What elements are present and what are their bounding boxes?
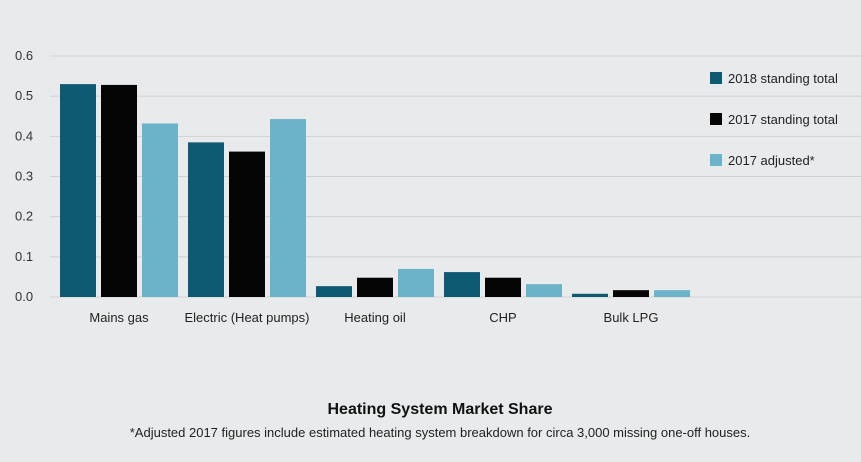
- y-tick-label: 0.3: [15, 169, 33, 184]
- bar-1-series-1: [60, 84, 96, 297]
- bar-4-series-2: [485, 277, 521, 297]
- bar-3-series-3: [398, 268, 434, 297]
- x-category-label: Electric (Heat pumps): [185, 310, 310, 325]
- y-tick-label: 0.6: [15, 48, 33, 63]
- legend-label-3: 2017 adjusted*: [728, 153, 815, 168]
- x-category-label: Heating oil: [344, 310, 406, 325]
- legend-swatch-1: [710, 72, 722, 84]
- y-axis-tick-labels: 0.0 0.1 0.2 0.3 0.4 0.5 0.6: [15, 48, 33, 304]
- legend-label-1: 2018 standing total: [728, 71, 838, 86]
- x-axis-category-labels: Mains gas Electric (Heat pumps) Heating oi…: [89, 310, 658, 325]
- x-category-label: Mains gas: [89, 310, 149, 325]
- y-tick-label: 0.4: [15, 128, 33, 143]
- x-category-label: Bulk LPG: [604, 310, 659, 325]
- bar-1-series-2: [101, 84, 137, 297]
- bar-5-series-3: [654, 290, 690, 297]
- bar-3-series-2: [357, 277, 393, 297]
- bar-4-series-3: [526, 284, 562, 297]
- bar-5-series-2: [613, 290, 649, 297]
- bar-5-series-1: [572, 293, 608, 297]
- gridlines: [50, 55, 861, 298]
- legend-swatch-2: [710, 113, 722, 125]
- bars: [60, 84, 690, 297]
- bar-2-series-3: [270, 119, 306, 297]
- chart-title: Heating System Market Share: [328, 401, 553, 418]
- chart-footnote: *Adjusted 2017 figures include estimated…: [130, 425, 751, 440]
- legend-label-2: 2017 standing total: [728, 112, 838, 127]
- bar-2-series-1: [188, 142, 224, 297]
- legend: 2018 standing total 2017 standing total 20…: [710, 71, 838, 168]
- y-tick-label: 0.0: [15, 289, 33, 304]
- bar-3-series-1: [316, 286, 352, 297]
- bar-4-series-1: [444, 272, 480, 297]
- bar-1-series-3: [142, 123, 178, 297]
- bar-2-series-2: [229, 151, 265, 297]
- y-tick-label: 0.1: [15, 249, 33, 264]
- y-tick-label: 0.2: [15, 209, 33, 224]
- x-category-label: CHP: [489, 310, 516, 325]
- legend-swatch-3: [710, 154, 722, 166]
- y-tick-label: 0.5: [15, 88, 33, 103]
